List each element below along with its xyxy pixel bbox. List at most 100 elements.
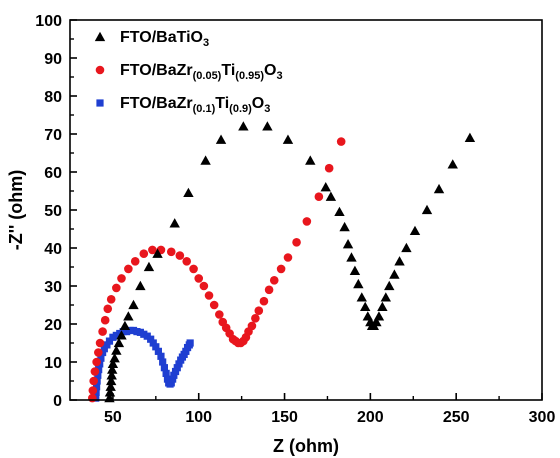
data-point-circle (247, 321, 257, 331)
data-point-circle (106, 295, 116, 304)
data-point-circle (166, 247, 176, 257)
data-point-triangle (447, 159, 458, 169)
data-point-square (103, 341, 111, 349)
x-tick-label: 200 (357, 409, 384, 426)
y-axis-label: -Z'' (ohm) (6, 170, 26, 251)
y-tick-label: 100 (35, 13, 62, 30)
data-point-triangle (380, 292, 392, 302)
data-point-square (154, 347, 162, 355)
x-tick-label: 50 (104, 409, 122, 426)
data-point-triangle (106, 370, 117, 380)
series-triangle (104, 121, 476, 403)
data-point-triangle (349, 265, 361, 275)
data-point-triangle (107, 358, 119, 369)
data-point-circle (92, 357, 101, 367)
data-point-square (100, 345, 108, 353)
legend-label: FTO/BaTiO3 (120, 29, 209, 49)
legend-item: FTO/BaZr(0.05)Ti(0.95)O3 (95, 62, 283, 82)
data-point-circle (209, 300, 219, 310)
data-point-circle (148, 245, 157, 255)
data-point-triangle (200, 155, 211, 165)
legend-subscript: 3 (277, 70, 283, 82)
y-tick-label: 90 (44, 51, 62, 68)
y-tick-label: 70 (44, 127, 62, 144)
legend-item: FTO/BaZr(0.1)Ti(0.9)O3 (96, 95, 270, 115)
data-point-circle (336, 137, 346, 146)
data-point-triangle (464, 132, 476, 142)
data-point-triangle (373, 311, 385, 321)
data-point-triangle (282, 134, 294, 144)
legend-item: FTO/BaTiO3 (94, 29, 209, 49)
data-point-triangle (143, 261, 155, 272)
legend-marker-triangle (94, 31, 106, 42)
data-point-circle (283, 253, 293, 262)
data-point-circle (98, 327, 107, 336)
legend-label: FTO/BaZr(0.05)Ti(0.95)O3 (120, 62, 283, 82)
data-point-triangle (346, 252, 357, 262)
plot-frame (69, 19, 543, 401)
data-point-square (147, 335, 155, 343)
data-point-triangle (104, 387, 116, 397)
data-point-circle (189, 264, 198, 274)
legend-subscript: (0.1) (193, 103, 216, 115)
data-point-triangle (109, 353, 120, 363)
data-point-circle (90, 367, 100, 376)
y-tick-label: 40 (44, 241, 62, 258)
x-tick-label: 300 (529, 409, 556, 426)
data-point-circle (124, 264, 133, 274)
data-point-triangle (183, 187, 194, 198)
data-point-square (157, 352, 165, 360)
legend-text-part: FTO/BaZr (120, 62, 193, 79)
data-point-circle (324, 163, 334, 173)
x-tick-label: 150 (271, 409, 298, 426)
data-point-square (152, 343, 160, 351)
legend-text-part: FTO/BaZr (120, 95, 193, 112)
data-point-triangle (377, 301, 388, 312)
legend-subscript: 3 (203, 37, 209, 49)
data-point-triangle (371, 316, 382, 327)
data-point-triangle (113, 337, 125, 348)
data-point-square (149, 339, 157, 347)
data-point-triangle (116, 330, 127, 340)
data-point-triangle (169, 218, 180, 228)
data-point-circle (94, 348, 103, 357)
data-point-triangle (262, 121, 273, 131)
data-point-triangle (107, 364, 118, 374)
legend-subscript: (0.9) (229, 103, 252, 115)
data-point-circle (139, 249, 149, 258)
data-point-triangle (401, 242, 412, 253)
legend-label: FTO/BaZr(0.1)Ti(0.9)O3 (120, 95, 270, 115)
data-point-circle (199, 281, 209, 291)
data-point-triangle (305, 155, 316, 165)
data-point-circle (276, 264, 286, 274)
data-point-square (182, 347, 190, 355)
legend: FTO/BaTiO3FTO/BaZr(0.05)Ti(0.95)O3FTO/Ba… (94, 29, 283, 115)
data-point-square (186, 339, 194, 347)
tick-labels: 0 10 20 30 40 50 60 70 80 90 100 50 100 150 200 250 300 (35, 13, 555, 426)
data-point-circle (89, 376, 98, 386)
data-point-circle (88, 393, 97, 403)
legend-text-part: Ti (215, 95, 229, 112)
data-point-circle (269, 276, 279, 285)
data-point-square (169, 375, 177, 383)
data-point-triangle (105, 381, 116, 391)
data-point-triangle (128, 299, 139, 310)
data-point-circle (175, 251, 185, 260)
data-point-circle (314, 192, 324, 201)
data-point-triangle (105, 375, 117, 386)
data-point-triangle (360, 301, 371, 312)
data-point-square (175, 360, 183, 368)
legend-text-part: O (252, 95, 264, 112)
legend-text-part: Ti (221, 62, 235, 79)
data-point-circle (194, 274, 204, 283)
data-point-square (173, 364, 181, 372)
data-point-square (94, 371, 102, 379)
legend-subscript: 3 (264, 103, 270, 115)
data-point-square (167, 379, 175, 387)
data-point-triangle (325, 191, 337, 201)
data-point-triangle (238, 121, 249, 131)
data-point-circle (182, 257, 192, 266)
legend-marker-square (96, 99, 104, 107)
data-point-circle (100, 315, 110, 325)
data-point-square (97, 354, 105, 362)
